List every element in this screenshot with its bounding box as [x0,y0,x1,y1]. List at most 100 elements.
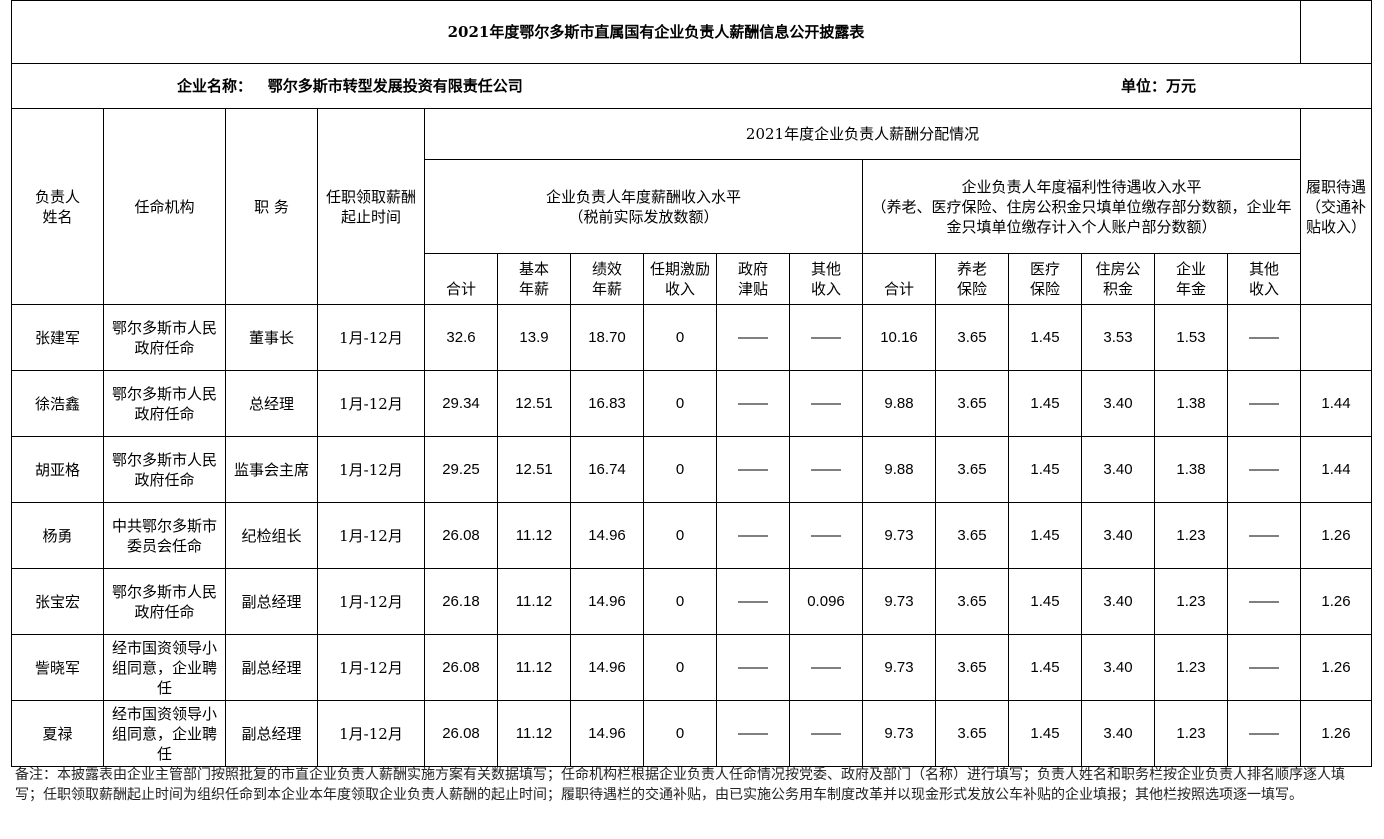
cell-pension: 3.65 [935,568,1009,635]
cell-base: 11.12 [497,568,571,635]
cell-medical: 1.45 [1008,370,1082,437]
cell-term: 0 [643,436,717,503]
page-title: 2021年度鄂尔多斯市直属国有企业负责人薪酬信息公开披露表 [11,0,1301,64]
table-row: 徐浩鑫 鄂尔多斯市人民政府任命 总经理 1月-12月 29.34 12.51 16.83 0—… [11,370,1372,437]
cell-housing: 3.53 [1081,304,1155,371]
cell-housing: 3.40 [1081,370,1155,437]
cell-base: 11.12 [497,634,571,701]
cell-name: 杨勇 [11,502,104,569]
cell-period: 1月-12月 [317,436,425,503]
cell-term: 0 [643,634,717,701]
cell-gov: —— [716,700,790,767]
unit-label: 单位：万元 [1120,77,1196,95]
header-period: 任职领取薪酬起止时间 [317,108,425,305]
cell-name: 张宝宏 [11,568,104,635]
cell-allowance: 1.26 [1300,700,1372,767]
table-row: 夏禄 经市国资领导小组同意，企业聘任 副总经理 1月-12月 26.08 11.12 14.… [11,700,1372,767]
cell-gov: —— [716,568,790,635]
header-allowance: 履职待遇（交通补贴收入） [1300,108,1372,305]
cell-total: 29.25 [424,436,498,503]
header-welfare-group: 企业负责人年度福利性待遇收入水平 （养老、医疗保险、住房公积金只填单位缴存部分数… [862,159,1301,254]
cell-pension: 3.65 [935,502,1009,569]
cell-perf: 14.96 [570,568,644,635]
cell-term: 0 [643,568,717,635]
cell-allowance: 1.26 [1300,568,1372,635]
cell-other: —— [789,634,863,701]
cell-appointer: 经市国资领导小组同意，企业聘任 [103,634,226,701]
cell-total: 26.08 [424,634,498,701]
sub-gov: 政府津贴 [716,253,790,305]
cell-w-total: 9.73 [862,502,936,569]
cell-gov: —— [716,436,790,503]
cell-w-other: —— [1227,370,1301,437]
cell-w-total: 9.88 [862,436,936,503]
cell-w-other: —— [1227,568,1301,635]
cell-w-other: —— [1227,304,1301,371]
table-row: 张建军 鄂尔多斯市人民政府任命 董事长 1月-12月 32.6 13.9 18.70 0 —— —… [11,304,1372,371]
cell-position: 副总经理 [225,568,318,635]
sub-w-total: 合计 [862,253,936,305]
cell-total: 26.08 [424,700,498,767]
cell-term: 0 [643,502,717,569]
company-info-row: 企业名称： 鄂尔多斯市转型发展投资有限责任公司 单位：万元 [11,63,1372,109]
table-row: 张宝宏 鄂尔多斯市人民政府任命 副总经理 1月-12月 26.18 11.12 14.96 0… [11,568,1372,635]
cell-other: —— [789,370,863,437]
cell-period: 1月-12月 [317,370,425,437]
cell-w-other: —— [1227,634,1301,701]
cell-appointer: 鄂尔多斯市人民政府任命 [103,304,226,371]
salary-table: 2021年度鄂尔多斯市直属国有企业负责人薪酬信息公开披露表 企业名称： 鄂尔多斯… [11,0,1372,767]
cell-w-total: 9.73 [862,634,936,701]
table-row: 胡亚格 鄂尔多斯市人民政府任命 监事会主席 1月-12月 29.25 12.51 16.74… [11,436,1372,503]
cell-appointer: 经市国资领导小组同意，企业聘任 [103,700,226,767]
cell-w-total: 9.73 [862,568,936,635]
company-name: 鄂尔多斯市转型发展投资有限责任公司 [267,77,523,95]
header-distribution: 2021年度企业负责人薪酬分配情况 [424,108,1301,160]
cell-annuity: 1.23 [1154,502,1228,569]
cell-pension: 3.65 [935,436,1009,503]
cell-gov: —— [716,634,790,701]
cell-name: 訾晓军 [11,634,104,701]
cell-gov: —— [716,370,790,437]
cell-medical: 1.45 [1008,634,1082,701]
cell-total: 32.6 [424,304,498,371]
cell-perf: 16.83 [570,370,644,437]
cell-other: —— [789,436,863,503]
cell-pension: 3.65 [935,634,1009,701]
cell-other: —— [789,700,863,767]
cell-annuity: 1.23 [1154,568,1228,635]
cell-base: 12.51 [497,370,571,437]
sub-housing: 住房公积金 [1081,253,1155,305]
header-appointer: 任命机构 [103,108,226,305]
cell-allowance: 1.44 [1300,436,1372,503]
cell-position: 副总经理 [225,700,318,767]
header-name: 负责人姓名 [11,108,104,305]
cell-term: 0 [643,370,717,437]
cell-pension: 3.65 [935,304,1009,371]
cell-position: 总经理 [225,370,318,437]
header-position: 职 务 [225,108,318,305]
footnote: 备注：本披露表由企业主管部门按照批复的市直企业负责人薪酬实施方案有关数据填写；任… [15,767,1345,803]
table-row: 訾晓军 经市国资领导小组同意，企业聘任 副总经理 1月-12月 26.08 11.12 14… [11,634,1372,701]
cell-perf: 18.70 [570,304,644,371]
cell-position: 监事会主席 [225,436,318,503]
cell-period: 1月-12月 [317,568,425,635]
cell-medical: 1.45 [1008,502,1082,569]
cell-total: 26.18 [424,568,498,635]
cell-annuity: 1.38 [1154,436,1228,503]
cell-base: 12.51 [497,436,571,503]
cell-position: 纪检组长 [225,502,318,569]
sub-base: 基本年薪 [497,253,571,305]
cell-allowance [1300,304,1372,371]
cell-w-other: —— [1227,700,1301,767]
cell-total: 26.08 [424,502,498,569]
cell-base: 11.12 [497,502,571,569]
cell-base: 11.12 [497,700,571,767]
cell-position: 董事长 [225,304,318,371]
cell-annuity: 1.23 [1154,700,1228,767]
cell-perf: 14.96 [570,700,644,767]
cell-name: 徐浩鑫 [11,370,104,437]
cell-annuity: 1.23 [1154,634,1228,701]
cell-perf: 16.74 [570,436,644,503]
cell-term: 0 [643,304,717,371]
cell-appointer: 鄂尔多斯市人民政府任命 [103,436,226,503]
